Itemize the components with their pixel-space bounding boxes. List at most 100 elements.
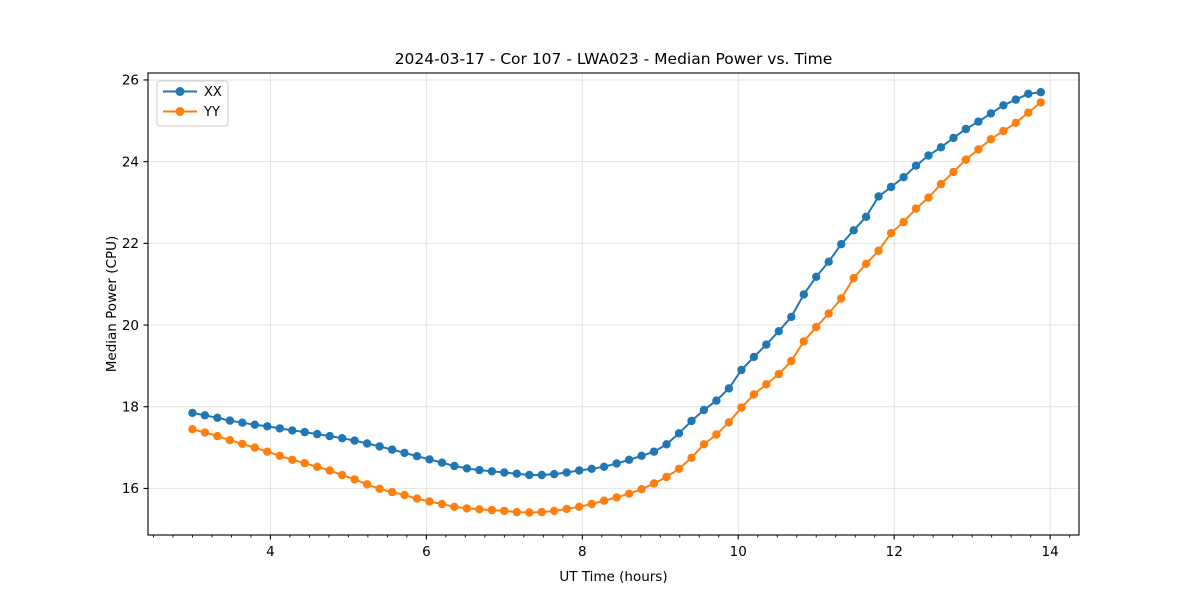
series-YY-marker <box>250 443 259 452</box>
series-XX-marker <box>774 327 783 336</box>
series-XX-marker <box>599 462 609 471</box>
y-tick-label: 26 <box>122 73 139 89</box>
series-YY-marker <box>288 455 297 464</box>
series-XX-marker <box>225 416 235 425</box>
series-XX-marker <box>662 440 671 449</box>
series-XX-marker <box>188 408 197 418</box>
series-XX-marker <box>649 447 659 456</box>
series-XX-marker <box>712 396 721 405</box>
series-YY-marker <box>475 505 484 514</box>
series-XX-marker <box>924 151 933 160</box>
series-XX-marker <box>986 109 996 118</box>
series-YY-marker <box>400 490 409 500</box>
series-XX-marker <box>487 467 497 476</box>
series-XX-marker <box>437 458 447 467</box>
series-YY-marker <box>575 502 584 511</box>
series-YY-marker <box>961 155 971 164</box>
series-YY-marker <box>911 204 921 213</box>
series-XX-marker <box>899 173 908 182</box>
series-XX-marker <box>949 133 958 143</box>
series-XX-marker <box>587 464 596 473</box>
series-YY-marker <box>949 167 958 177</box>
x-tick-label: 10 <box>730 544 747 560</box>
y-tick-label: 24 <box>122 154 139 170</box>
series-YY-marker <box>662 472 671 482</box>
series-YY-marker <box>799 337 808 346</box>
y-tick-label: 16 <box>122 481 139 497</box>
series-YY-marker <box>500 506 509 516</box>
series-YY-marker <box>936 179 946 189</box>
series-XX-marker <box>974 117 983 126</box>
series-YY-marker <box>874 246 883 255</box>
series-YY-marker <box>562 504 571 514</box>
series-XX-marker <box>886 182 896 192</box>
series-XX-marker <box>325 431 334 441</box>
series-YY-marker <box>762 380 771 389</box>
series-YY-marker <box>599 496 609 505</box>
series-XX-marker <box>861 212 871 221</box>
series-XX-marker <box>412 452 422 461</box>
series-XX-line <box>192 91 1041 476</box>
legend-label-YY: YY <box>203 105 220 120</box>
series-XX-marker <box>1036 88 1046 97</box>
series-YY-marker <box>774 369 783 379</box>
series-YY-marker <box>387 487 397 497</box>
series-XX-marker <box>824 257 833 266</box>
series-XX-marker <box>762 340 771 349</box>
x-tick-label: 8 <box>578 544 587 560</box>
series-YY-marker <box>425 497 434 506</box>
series-XX-marker <box>961 124 971 134</box>
legend: XX YY <box>156 80 229 127</box>
series-XX-marker <box>575 466 584 475</box>
series-YY-marker <box>886 228 896 238</box>
series-XX-marker <box>275 424 284 433</box>
series-XX-marker <box>699 405 709 415</box>
series-XX-marker <box>562 468 571 477</box>
series-YY-marker <box>712 430 721 439</box>
series-XX-marker <box>812 272 821 281</box>
series-YY-marker <box>687 453 696 462</box>
series-YY-marker <box>699 440 709 449</box>
series-YY-marker <box>861 259 871 268</box>
series-XX-marker <box>213 413 222 422</box>
series-YY-marker <box>999 126 1008 136</box>
series-YY-marker <box>624 489 634 498</box>
series-XX-marker <box>1024 89 1033 99</box>
series-YY-marker <box>225 436 235 445</box>
series-XX-marker <box>238 418 247 427</box>
series-XX-marker <box>999 101 1008 110</box>
chart-title: 2024-03-17 - Cor 107 - LWA023 - Median P… <box>395 50 833 68</box>
series-YY-marker <box>437 499 447 509</box>
series-YY-marker <box>188 425 197 434</box>
series-XX-marker <box>525 470 534 480</box>
series-YY-marker <box>350 475 359 484</box>
series-XX-marker <box>724 384 734 393</box>
y-tick-label: 22 <box>122 236 139 252</box>
series-YY-marker <box>275 451 284 460</box>
series-YY-marker <box>213 431 222 441</box>
series-XX-marker <box>288 426 297 435</box>
series-XX-marker <box>338 434 347 443</box>
series-XX-marker <box>462 464 472 473</box>
y-axis-label: Median Power (CPU) <box>104 236 120 372</box>
series-YY-marker <box>550 506 559 516</box>
series-YY-marker <box>812 322 821 332</box>
series-XX-marker <box>537 470 546 480</box>
series-YY-marker <box>1011 118 1020 128</box>
series-XX-marker <box>375 442 384 451</box>
series-YY-marker <box>649 479 659 488</box>
series-XX-marker <box>874 192 883 201</box>
series-XX-marker <box>936 143 946 152</box>
series-YY-marker <box>899 217 908 227</box>
series-YY-marker <box>737 403 746 412</box>
series-XX-marker <box>849 226 858 235</box>
series-YY-marker <box>787 356 796 366</box>
series-YY-marker <box>749 390 759 399</box>
legend-marker-XX <box>175 87 185 96</box>
series-XX-marker <box>425 455 434 464</box>
series-XX-marker <box>200 411 210 420</box>
series-YY-marker <box>325 466 334 475</box>
series-YY-marker <box>238 439 247 449</box>
series-XX-marker <box>674 429 684 438</box>
